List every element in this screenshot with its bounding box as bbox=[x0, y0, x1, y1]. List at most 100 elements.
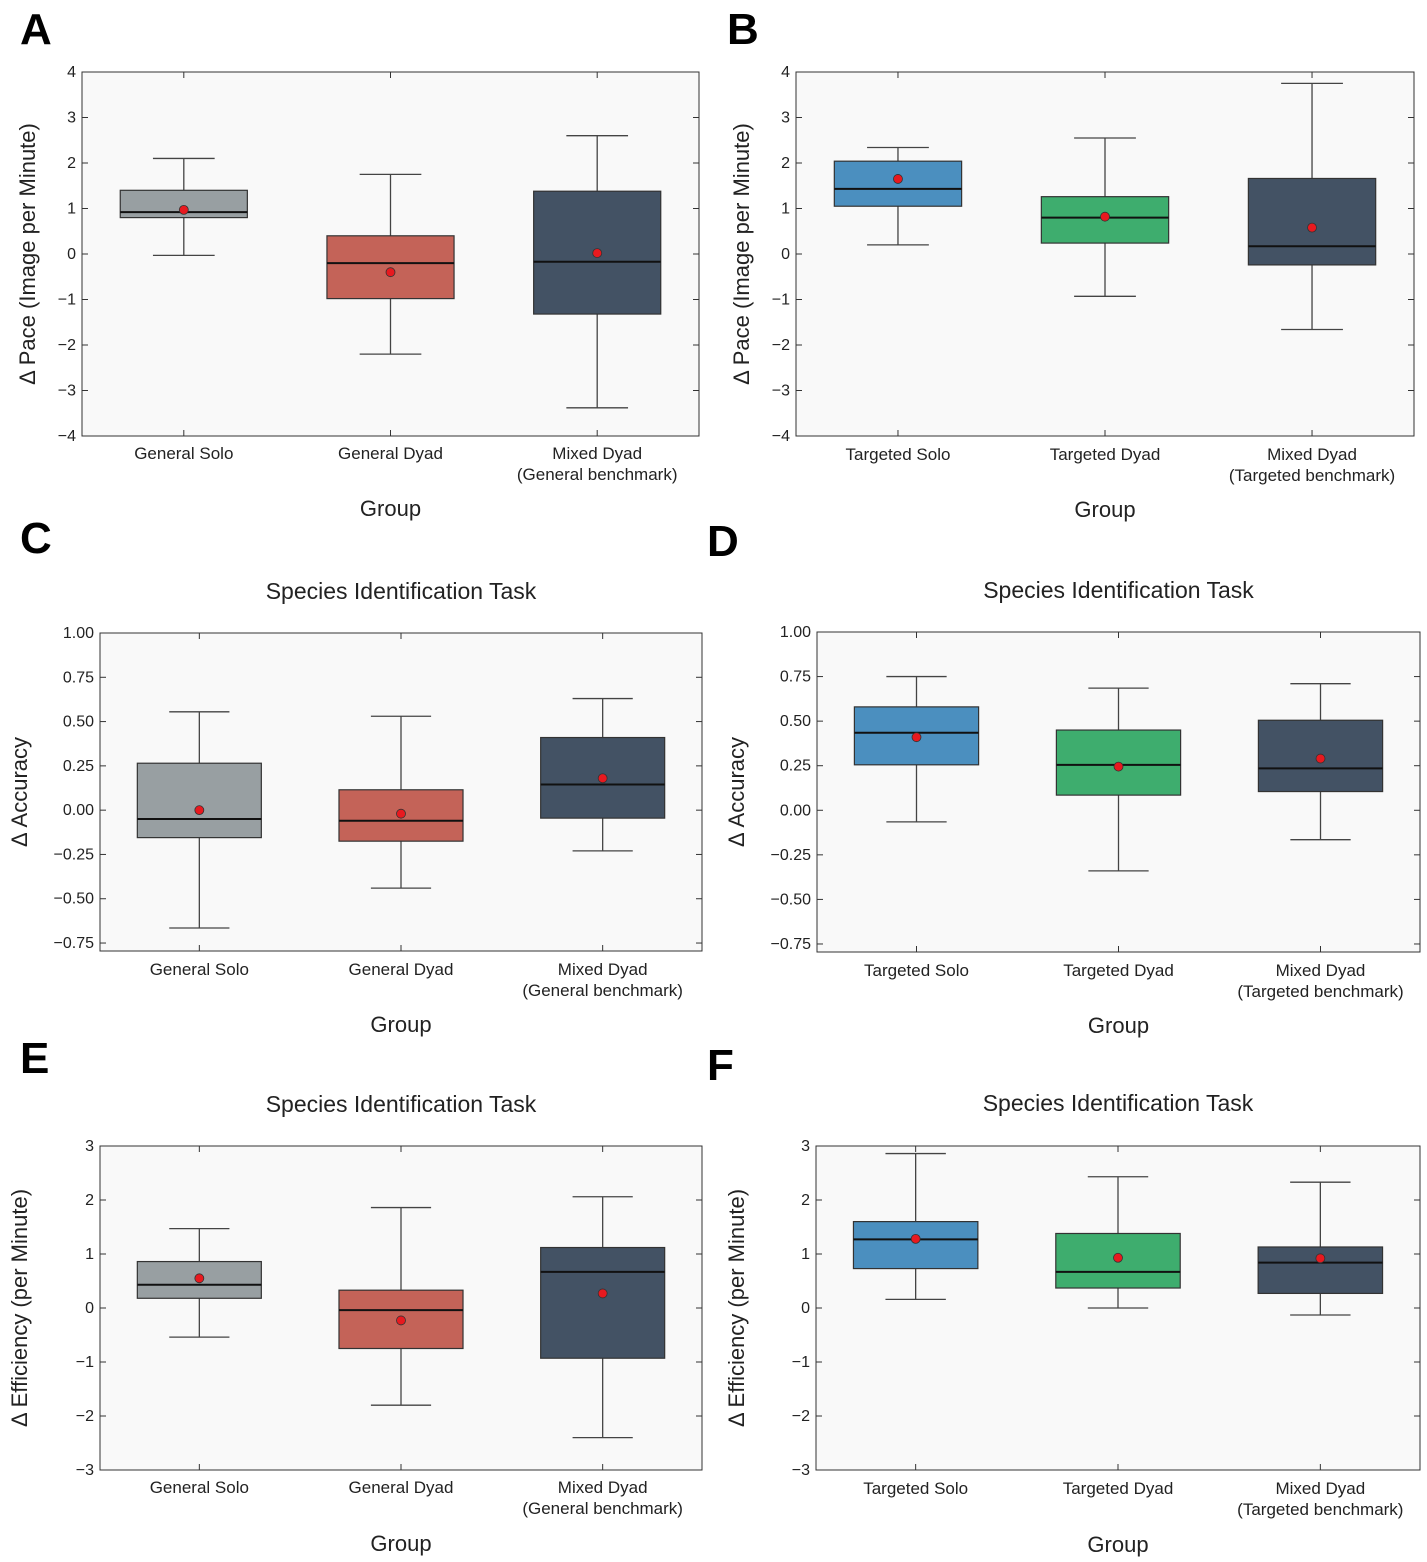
y-tick-label: 0 bbox=[801, 1300, 810, 1317]
mean-marker bbox=[1100, 211, 1110, 222]
mean-marker bbox=[1307, 222, 1317, 233]
mean-marker bbox=[396, 808, 406, 819]
box-group: Targeted Dyad bbox=[1055, 632, 1182, 980]
y-tick-label: −3 bbox=[772, 383, 790, 400]
mean-marker bbox=[1113, 1252, 1123, 1263]
category-label: General Dyad bbox=[349, 1478, 454, 1497]
box bbox=[833, 160, 963, 207]
category-label: Targeted Dyad bbox=[1050, 445, 1161, 464]
category-label: General Dyad bbox=[349, 960, 454, 979]
panel-b: B −4 −3 −2 −1 0 1 2 3 4 Δ Pace (Image per Minute) G… bbox=[727, 5, 1415, 522]
box bbox=[1040, 196, 1170, 244]
mean-marker bbox=[1315, 753, 1326, 764]
y-axis-label: Δ Efficiency (per Minute) bbox=[7, 1189, 32, 1427]
y-tick-label: 1 bbox=[85, 1246, 94, 1263]
box bbox=[852, 1220, 979, 1270]
box-group: General Solo bbox=[119, 72, 248, 463]
box-group: Mixed Dyad (Targeted benchmark) bbox=[1237, 632, 1404, 1001]
panel-a: A −4 −3 −2 −1 0 1 2 3 4 Δ Pace (Image per Minute) G… bbox=[15, 5, 700, 521]
mean-marker bbox=[910, 1233, 921, 1244]
category-label-sub: (Targeted benchmark) bbox=[1229, 466, 1395, 485]
y-tick-label: 1 bbox=[67, 201, 76, 218]
category-label: Mixed Dyad bbox=[558, 960, 648, 979]
category-label: Targeted Dyad bbox=[1063, 1479, 1174, 1498]
mean-marker bbox=[385, 267, 396, 278]
y-tick-label: 0.00 bbox=[63, 802, 94, 819]
panel-letter: D bbox=[707, 517, 739, 566]
mean-marker bbox=[597, 773, 608, 784]
x-axis-label: Group bbox=[370, 1531, 431, 1556]
category-label-sub: (Targeted benchmark) bbox=[1237, 982, 1403, 1001]
y-tick-label: −0.75 bbox=[771, 936, 812, 953]
y-tick-label: −3 bbox=[792, 1462, 810, 1479]
y-tick-label: 4 bbox=[67, 64, 76, 81]
mean-marker bbox=[194, 1273, 205, 1284]
box-group: General Solo bbox=[136, 1146, 262, 1497]
y-tick-label: 2 bbox=[67, 155, 76, 172]
panel-letter: A bbox=[20, 5, 52, 54]
y-tick-label: 0.50 bbox=[780, 713, 811, 730]
y-tick-label: 0.00 bbox=[780, 802, 811, 819]
category-label: Mixed Dyad bbox=[1276, 961, 1366, 980]
category-label: Mixed Dyad bbox=[1267, 445, 1357, 464]
y-tick-label: 0.50 bbox=[63, 714, 94, 731]
x-axis-label: Group bbox=[1087, 1532, 1148, 1557]
y-axis-label: Δ Accuracy bbox=[724, 737, 749, 847]
y-axis-label: Δ Pace (Image per Minute) bbox=[15, 123, 40, 385]
y-axis-label: Δ Accuracy bbox=[7, 737, 32, 847]
mean-marker bbox=[911, 732, 922, 743]
box bbox=[136, 762, 262, 839]
box bbox=[1247, 177, 1377, 266]
y-tick-label: 0.25 bbox=[63, 758, 94, 775]
category-label-sub: (General benchmark) bbox=[522, 1499, 683, 1518]
y-tick-label: 3 bbox=[67, 110, 76, 127]
mean-marker bbox=[893, 174, 903, 184]
y-tick-label: 0.75 bbox=[780, 669, 811, 686]
box-group: Targeted Solo bbox=[852, 1146, 979, 1498]
category-label-sub: (Targeted benchmark) bbox=[1237, 1500, 1403, 1519]
box bbox=[326, 235, 455, 300]
y-tick-label: −2 bbox=[76, 1408, 94, 1425]
box-group: Targeted Dyad bbox=[1040, 72, 1170, 464]
y-tick-label: 3 bbox=[85, 1138, 94, 1155]
y-tick-label: 0 bbox=[67, 246, 76, 263]
category-label: Targeted Solo bbox=[863, 1479, 968, 1498]
y-tick-label: 1 bbox=[781, 201, 790, 218]
y-tick-label: 4 bbox=[781, 64, 790, 81]
y-tick-label: −0.75 bbox=[54, 935, 95, 952]
box-group: Mixed Dyad (General benchmark) bbox=[522, 633, 683, 1000]
category-label: General Dyad bbox=[338, 444, 443, 463]
panel-f: F Species Identification Task −3 −2 −1 0 1 2 3 Δ … bbox=[707, 1041, 1421, 1557]
panel-c: C Species Identification Task −0.75 −0.50 −0… bbox=[7, 514, 703, 1037]
y-tick-label: 0 bbox=[85, 1300, 94, 1317]
mean-marker bbox=[1315, 1253, 1326, 1264]
category-label: Mixed Dyad bbox=[552, 444, 642, 463]
y-tick-label: −0.50 bbox=[54, 891, 95, 908]
y-tick-label: −3 bbox=[76, 1462, 94, 1479]
box-group: Mixed Dyad (General benchmark) bbox=[517, 72, 678, 484]
y-tick-label: 0.75 bbox=[63, 669, 94, 686]
panel-letter: E bbox=[20, 1034, 49, 1083]
panel-e: E Species Identification Task −3 −2 −1 0 1 2 3 Δ … bbox=[7, 1034, 703, 1556]
x-axis-label: Group bbox=[1088, 1013, 1149, 1038]
mean-marker bbox=[396, 1315, 406, 1326]
category-label-sub: (General benchmark) bbox=[517, 465, 678, 484]
y-tick-label: 0.25 bbox=[780, 758, 811, 775]
y-tick-label: −2 bbox=[58, 337, 76, 354]
panel-letter: F bbox=[707, 1041, 734, 1090]
chart-title: Species Identification Task bbox=[983, 577, 1254, 603]
y-axis-label: Δ Pace (Image per Minute) bbox=[729, 123, 754, 385]
y-tick-label: −2 bbox=[792, 1408, 810, 1425]
box-group: General Solo bbox=[136, 633, 262, 979]
box-group: Targeted Solo bbox=[853, 632, 980, 980]
y-tick-label: −1 bbox=[58, 292, 76, 309]
box bbox=[1257, 1246, 1384, 1295]
y-tick-label: 2 bbox=[801, 1192, 810, 1209]
y-tick-label: −2 bbox=[772, 337, 790, 354]
mean-marker bbox=[592, 248, 603, 258]
y-axis-label: Δ Efficiency (per Minute) bbox=[724, 1189, 749, 1427]
category-label: General Solo bbox=[150, 1478, 249, 1497]
y-tick-label: −4 bbox=[58, 428, 76, 445]
y-tick-label: 1.00 bbox=[63, 625, 94, 642]
